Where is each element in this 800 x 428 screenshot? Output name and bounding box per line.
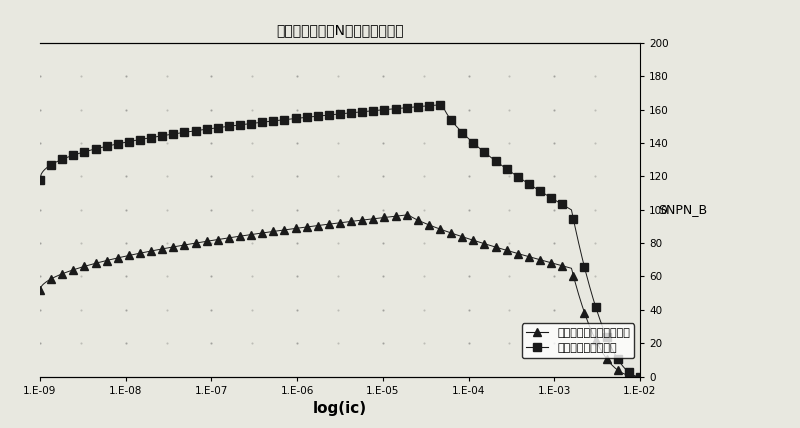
Y-axis label: SNPN_B: SNPN_B xyxy=(658,203,707,216)
Legend: 常规单层氧化硅钝化结构, 多层复合膜钝化结构: 常规单层氧化硅钝化结构, 多层复合膜钝化结构 xyxy=(522,323,634,358)
X-axis label: log(ic): log(ic) xyxy=(313,401,367,416)
Title: 不同钝化结构下N管电流特性对比: 不同钝化结构下N管电流特性对比 xyxy=(276,24,404,38)
